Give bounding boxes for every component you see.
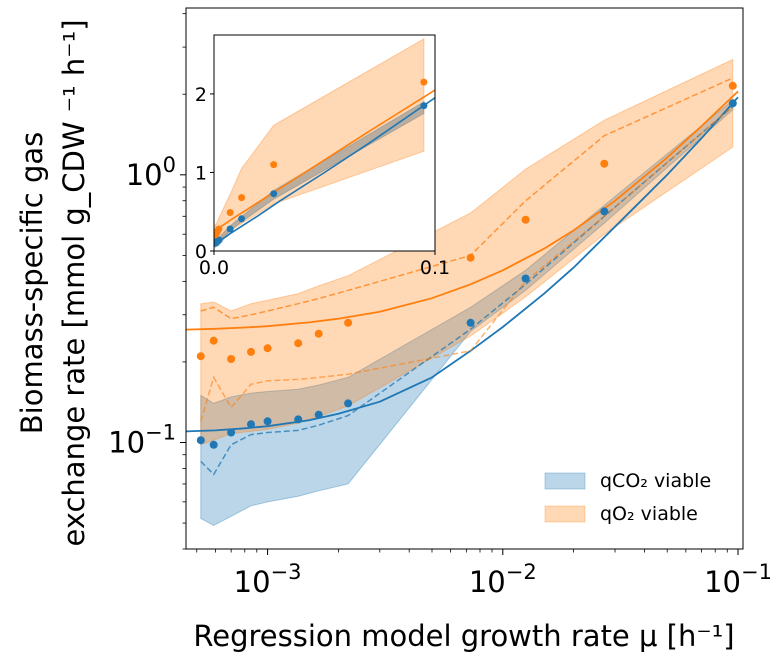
inset-frame xyxy=(213,34,436,252)
inset-data-point-qo2 xyxy=(270,161,278,169)
legend-swatch-qo2 xyxy=(544,505,586,523)
inset-data-point-qco2 xyxy=(270,190,278,198)
data-point-qo2 xyxy=(247,347,255,356)
x-axis-title: Regression model growth rate μ [h⁻¹] xyxy=(193,619,734,653)
data-point-qco2 xyxy=(263,417,272,426)
data-point-qo2 xyxy=(227,355,236,363)
plot-frame xyxy=(185,7,744,550)
fit-line-qco2 xyxy=(186,96,739,433)
inset-data-point-qco2 xyxy=(420,102,428,110)
dashed-line-qco2 xyxy=(200,105,734,476)
inset-y-tick-label: 2 xyxy=(195,84,207,106)
x-tick-label: 10−1 xyxy=(704,560,772,599)
data-point-qo2 xyxy=(314,329,323,338)
data-point-qco2 xyxy=(521,274,530,283)
band-qco2 xyxy=(200,99,734,526)
y-axis-title-line2: exchange rate [mmol g_CDW ⁻¹ h⁻¹] xyxy=(57,19,91,546)
data-point-qo2 xyxy=(466,253,475,262)
x-tick-label: 10−3 xyxy=(234,560,302,599)
data-point-qco2 xyxy=(466,318,475,327)
data-point-qco2 xyxy=(209,440,218,449)
dashed-line-qo2 xyxy=(200,77,734,320)
y-tick-label: 10−1 xyxy=(108,420,176,459)
data-point-qco2 xyxy=(227,428,236,437)
legend-label-qco2: qCO₂ viable xyxy=(600,470,711,492)
inset-background xyxy=(214,35,435,251)
dashed-line-lower-qo2 xyxy=(200,105,734,422)
inset-plot-area: 0.0 0.1 0 1 2 xyxy=(195,34,450,279)
data-point-qo2 xyxy=(294,339,303,348)
data-point-qo2 xyxy=(521,215,530,224)
data-point-qco2 xyxy=(196,436,205,445)
data-point-qco2 xyxy=(600,207,609,216)
fit-line-qo2 xyxy=(186,90,739,331)
data-point-qo2 xyxy=(600,159,609,168)
legend: qCO₂ viable qO₂ viable xyxy=(544,470,711,525)
band-qo2 xyxy=(200,58,734,446)
data-point-qo2 xyxy=(344,318,353,327)
data-point-qco2 xyxy=(294,415,303,424)
data-point-qo2 xyxy=(728,81,737,90)
data-point-qo2 xyxy=(209,336,218,345)
data-point-qco2 xyxy=(247,420,255,429)
inset-y-tick-label: 1 xyxy=(195,162,207,184)
inset-series-layer xyxy=(214,38,435,249)
data-point-qco2 xyxy=(728,99,737,108)
legend-swatch-qco2 xyxy=(544,472,586,490)
inset-x-tick-label: 0.0 xyxy=(199,257,229,279)
legend-label-qo2: qO₂ viable xyxy=(600,503,698,525)
inset-data-point-qo2 xyxy=(238,194,246,202)
inset-data-point-qo2 xyxy=(420,78,428,86)
inset-data-point-qco2 xyxy=(226,225,234,233)
inset-y-tick-label: 0 xyxy=(195,241,207,263)
main-plot-area: 10−3 10−2 10−1 10−1 100 xyxy=(108,7,772,599)
data-point-qco2 xyxy=(344,399,353,408)
inset-data-point-qco2 xyxy=(238,215,246,223)
main-series-layer xyxy=(186,58,739,526)
y-tick-label: 100 xyxy=(126,153,176,192)
inset-data-point-qo2 xyxy=(226,209,234,216)
y-axis-title-line1: Biomass-specific gas xyxy=(15,132,49,434)
inset-x-tick-label: 0.1 xyxy=(420,257,450,279)
data-point-qo2 xyxy=(263,344,272,353)
data-point-qco2 xyxy=(314,410,323,419)
x-tick-label: 10−2 xyxy=(469,560,537,599)
inset-data-point-qo2 xyxy=(215,225,223,233)
data-point-qo2 xyxy=(196,352,205,361)
inset-data-point-qco2 xyxy=(215,236,223,244)
